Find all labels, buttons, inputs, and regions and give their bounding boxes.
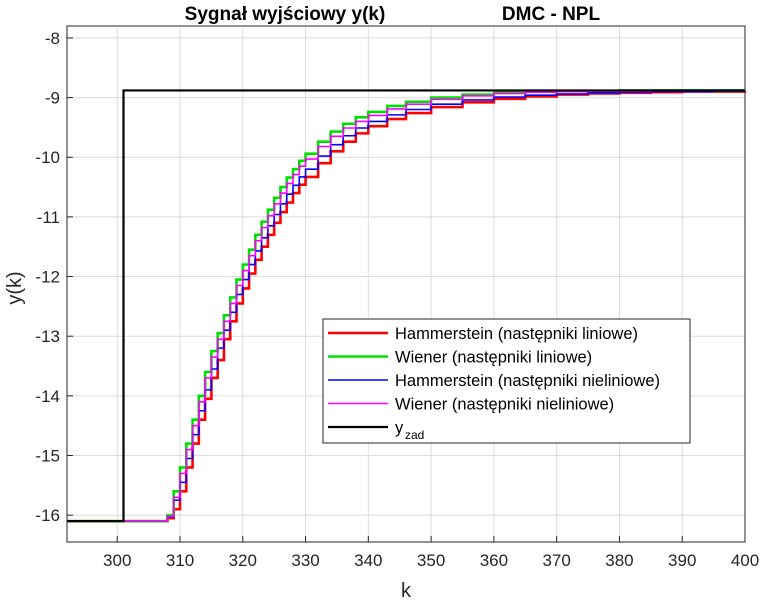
y-tick-label: -13 — [35, 327, 60, 346]
series-line-2 — [67, 90, 745, 522]
y-tick-label: -15 — [35, 447, 60, 466]
x-axis-label: k — [401, 580, 412, 601]
y-tick-label: -16 — [35, 506, 60, 525]
chart-title: Sygnał wyjściowy y(k) — [185, 4, 386, 25]
x-tick-label: 400 — [731, 551, 759, 570]
x-tick-label: 360 — [480, 551, 508, 570]
x-tick-label: 300 — [103, 551, 131, 570]
chart-subtitle: DMC - NPL — [502, 4, 601, 25]
legend: Hammerstein (następniki liniowe) Wiener (… — [322, 318, 691, 444]
x-tick-label: 390 — [668, 551, 696, 570]
y-tick-label: -10 — [35, 148, 60, 167]
plot-area-frame — [66, 25, 746, 543]
series-line-4 — [67, 89, 745, 523]
legend-label-0: Hammerstein (następniki liniowe) — [395, 325, 638, 343]
y-axis-label: y(k) — [4, 271, 26, 304]
x-tick-label: 330 — [291, 551, 319, 570]
x-tick-label: 350 — [417, 551, 445, 570]
legend-label-1: Wiener (następniki liniowe) — [395, 349, 592, 367]
series-layer — [67, 89, 747, 523]
y-tick-label: -14 — [35, 387, 60, 406]
tick-layer: 300 310 320 330 340 350 360 370 380 390 400 -8 -9 -10… — [35, 29, 759, 570]
x-tick-label: 380 — [605, 551, 633, 570]
legend-label-4: y — [395, 419, 404, 437]
legend-label-2: Hammerstein (następniki nieliniowe) — [395, 372, 660, 390]
y-tick-label: -8 — [45, 29, 60, 48]
legend-label-3: Wiener (następniki nieliniowe) — [395, 396, 614, 414]
legend-box — [322, 318, 691, 444]
series-line-1 — [67, 89, 745, 523]
y-tick-label: -11 — [37, 208, 60, 227]
y-tick-label: -9 — [45, 89, 60, 108]
y-tick-label: -12 — [35, 268, 60, 287]
x-tick-label: 370 — [542, 551, 570, 570]
legend-label-subscript: zad — [405, 428, 424, 442]
series-line-3 — [67, 89, 745, 522]
x-tick-label: 340 — [354, 551, 382, 570]
x-tick-label: 310 — [166, 551, 194, 570]
x-tick-label: 320 — [229, 551, 257, 570]
